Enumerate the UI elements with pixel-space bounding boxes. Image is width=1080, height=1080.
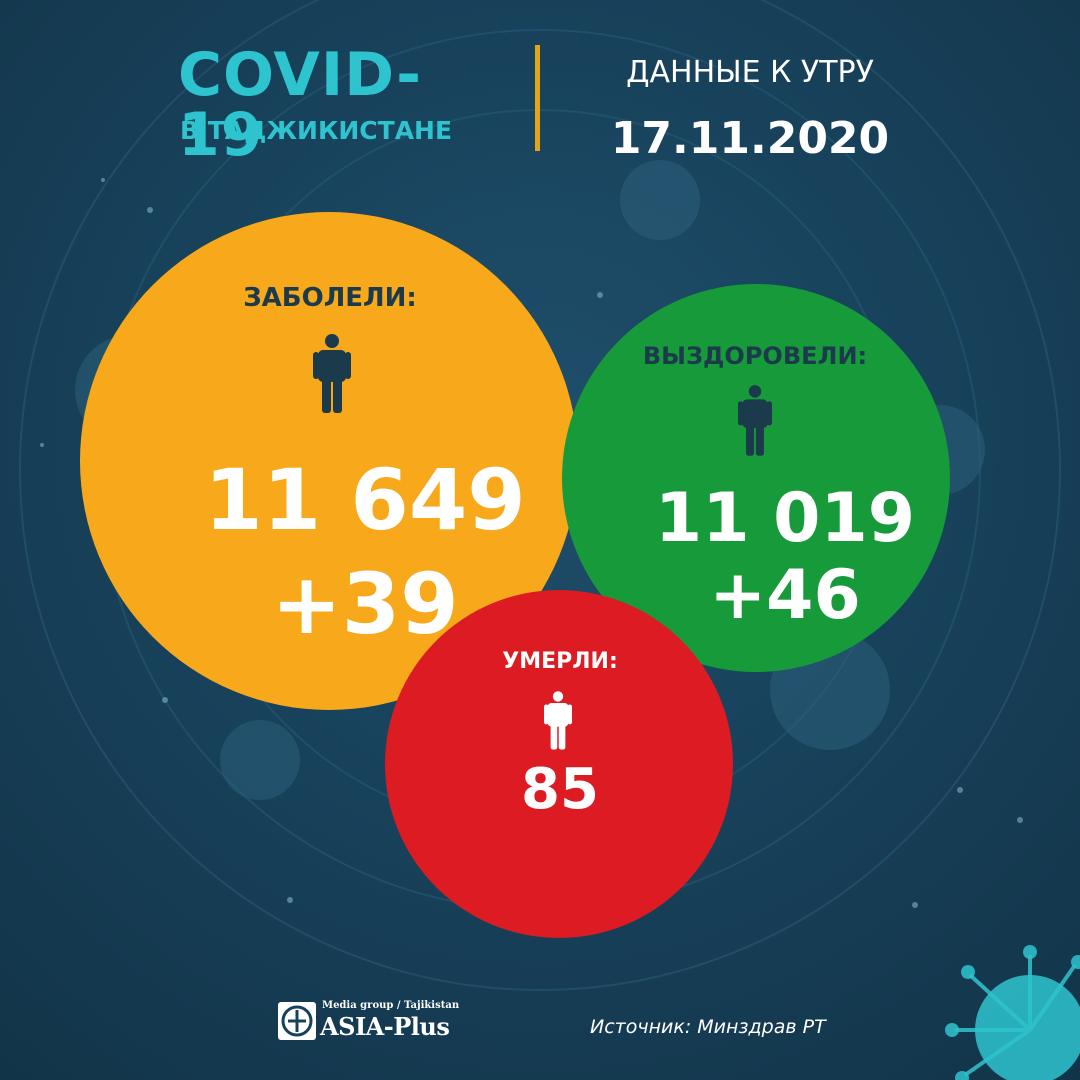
person-icon [738, 385, 772, 456]
logo-media-text: Media group / Tajikistan [322, 1000, 460, 1011]
asia-plus-logo-icon [278, 1002, 316, 1040]
date-value: 17.11.2020 [610, 113, 890, 164]
logo-name-text: ASIA-Plus [320, 1012, 450, 1041]
person-icon [544, 691, 572, 750]
recovered-total: 11 019 [654, 479, 916, 558]
infected-label: ЗАБОЛЕЛИ: [243, 283, 417, 313]
infected-total: 11 649 [204, 451, 526, 549]
deaths-circle [385, 590, 733, 938]
recovered-label: ВЫЗДОРОВЕЛИ: [642, 342, 868, 370]
page-subtitle: В ТАДЖИКИСТАНЕ [180, 116, 453, 145]
page-title: COVID-19 [178, 40, 423, 170]
recovered-delta: +46 [709, 556, 861, 635]
date-label: ДАННЫЕ К УТРУ [626, 55, 874, 90]
deaths-total: 85 [521, 757, 599, 822]
person-icon [313, 334, 351, 413]
deaths-label: УМЕРЛИ: [502, 649, 618, 674]
source-text: Источник: Минздрав РТ [590, 1016, 826, 1038]
header-divider [535, 45, 540, 151]
infected-delta: +39 [271, 555, 459, 653]
asia-plus-logo: Media group / Tajikistan ASIA-Plus [278, 1000, 488, 1044]
